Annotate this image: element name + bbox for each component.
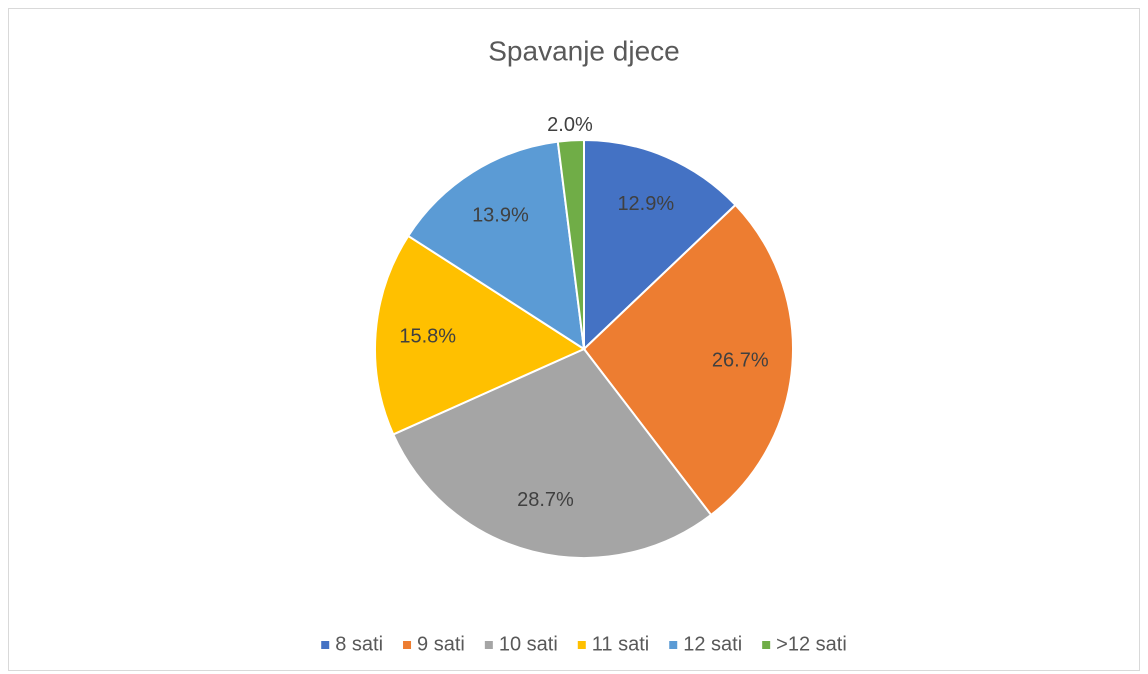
data-label: 28.7% — [517, 489, 574, 511]
data-label: 26.7% — [712, 350, 769, 372]
data-label: 13.9% — [472, 205, 529, 227]
chart-title: Spavanje djece — [488, 35, 679, 66]
data-label: 15.8% — [399, 325, 456, 347]
legend-label: 10 sati — [499, 633, 558, 655]
legend-label: 11 sati — [592, 633, 649, 655]
data-label: 12.9% — [617, 193, 674, 215]
legend-swatch — [577, 641, 586, 649]
legend-label: 9 sati — [417, 633, 465, 655]
pie-slice — [582, 203, 794, 517]
legend-swatch — [403, 641, 412, 649]
legend-label: 8 sati — [335, 633, 383, 655]
pie-slice — [583, 138, 737, 352]
data-label: 2.0% — [547, 114, 593, 136]
legend-swatch — [321, 641, 330, 649]
legend-swatch — [762, 641, 771, 649]
pie-slice — [406, 140, 586, 352]
pie-slice — [374, 234, 587, 436]
legend-swatch — [669, 641, 678, 649]
legend-label: >12 sati — [776, 633, 847, 655]
legend-swatch — [484, 641, 493, 649]
pie-slice — [391, 347, 713, 559]
legend-label: 12 sati — [683, 633, 742, 655]
pie-slice — [556, 138, 585, 350]
